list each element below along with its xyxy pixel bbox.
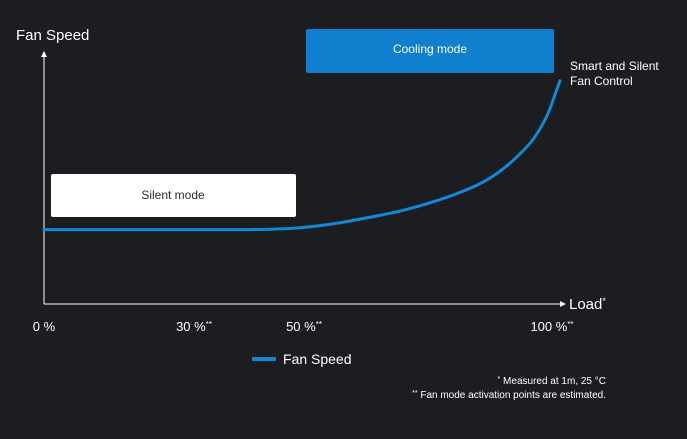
x-tick-label-50: 50 %** <box>286 319 322 334</box>
y-axis-arrow-icon <box>41 51 47 57</box>
x-tick-label-100: 100 %** <box>530 319 573 334</box>
cooling-mode-box <box>306 29 554 73</box>
silent-mode-box <box>51 174 296 217</box>
x-axis-arrow-icon <box>560 301 566 307</box>
legend-label: Fan Speed <box>283 351 352 367</box>
smart-silent-annotation-line-1: Smart and Silent <box>570 59 659 73</box>
y-axis-title: Fan Speed <box>16 27 89 44</box>
cooling-mode-label: Cooling mode <box>393 42 467 56</box>
footnote-measured: * Measured at 1m, 25 °C <box>498 376 606 388</box>
footnote-estimated: ** Fan mode activation points are estima… <box>412 390 606 402</box>
x-tick-label-0: 0 % <box>33 319 56 334</box>
x-axis-title: Load* <box>569 296 606 313</box>
fan-speed-series-line <box>42 79 562 232</box>
silent-mode-label: Silent mode <box>141 188 205 202</box>
x-tick-label-30: 30 %** <box>176 319 212 334</box>
smart-silent-annotation-line-2: Fan Control <box>570 74 633 88</box>
